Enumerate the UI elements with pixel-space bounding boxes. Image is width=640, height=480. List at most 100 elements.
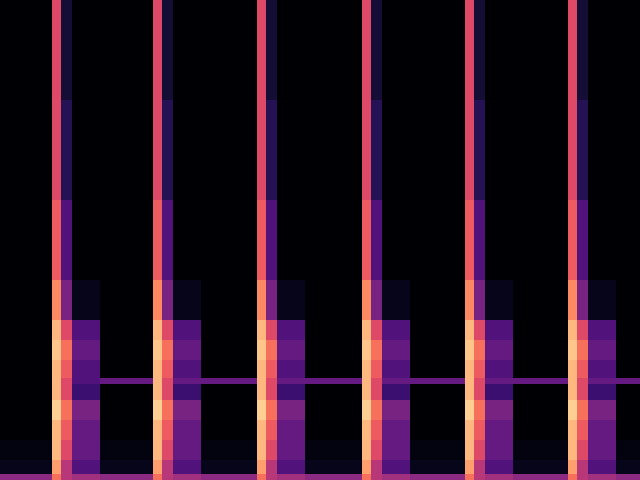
heatmap-cell [201,460,257,474]
heatmap-cell [465,200,474,280]
heatmap-cell [513,384,568,400]
heatmap-cell [100,280,153,320]
heatmap-cell [474,400,485,420]
heatmap-cell [616,420,640,440]
heatmap-cell [382,460,410,474]
heatmap-cell [410,0,465,100]
heatmap-cell [173,460,201,474]
heatmap-cell [153,360,162,378]
heatmap-cell [173,0,201,100]
heatmap-cell [616,360,640,378]
heatmap-cell [305,360,362,378]
heatmap-cell [201,474,257,480]
heatmap-cell [257,340,266,360]
heatmap-cell [305,420,362,440]
heatmap-cell [485,384,513,400]
heatmap-cell [72,420,100,440]
heatmap-cell [72,0,100,100]
heatmap-cell [162,320,173,340]
heatmap-cell [52,0,61,100]
heatmap-cell [382,340,410,360]
heatmap-cell [410,378,465,384]
heatmap-cell [382,474,410,480]
heatmap-cell [100,0,153,100]
heatmap-cell [371,378,382,384]
heatmap-cell [577,384,588,400]
heatmap-cell [201,340,257,360]
heatmap-cell [52,200,61,280]
heatmap-cell [588,378,616,384]
plot-background [0,0,640,480]
heatmap-cell [465,384,474,400]
heatmap-cell [616,200,640,280]
heatmap-cell [0,384,52,400]
heatmap-cell [382,440,410,460]
heatmap-cell [305,200,362,280]
heatmap-cell [513,340,568,360]
heatmap-cell [201,384,257,400]
heatmap-cell [465,280,474,320]
heatmap-cell [61,100,72,200]
heatmap-cell [588,320,616,340]
heatmap-cell [72,378,100,384]
heatmap-cell [305,0,362,100]
heatmap-cell [577,200,588,280]
heatmap-cell [485,440,513,460]
heatmap-cell [257,460,266,474]
heatmap-cell [410,384,465,400]
heatmap-cell [257,420,266,440]
heatmap-cell [52,280,61,320]
heatmap-cell [72,384,100,400]
heatmap-cell [162,0,173,100]
heatmap-cell [568,200,577,280]
heatmap-cell [485,378,513,384]
heatmap-cell [100,420,153,440]
heatmap-cell [162,280,173,320]
heatmap-cell [588,440,616,460]
heatmap-cell [277,378,305,384]
heatmap-cell [485,360,513,378]
heatmap-cell [72,400,100,420]
heatmap-cell [0,360,52,378]
heatmap-cell [465,0,474,100]
heatmap-cell [153,460,162,474]
heatmap-cell [410,280,465,320]
heatmap-cell [577,100,588,200]
heatmap-cell [568,474,577,480]
heatmap-cell [100,400,153,420]
heatmap-cell [266,200,277,280]
heatmap-cell [52,100,61,200]
heatmap-cell [568,420,577,440]
heatmap-cell [362,280,371,320]
heatmap-cell [173,420,201,440]
heatmap-cell [173,400,201,420]
heatmap-cell [266,400,277,420]
heatmap-cell [577,340,588,360]
heatmap-cell [61,0,72,100]
heatmap-cell [266,280,277,320]
heatmap-cell [577,320,588,340]
heatmap-cell [100,360,153,378]
heatmap-cell [382,0,410,100]
heatmap-cell [0,280,52,320]
heatmap-cell [257,320,266,340]
heatmap-cell [277,280,305,320]
heatmap-cell [577,378,588,384]
heatmap-cell [474,360,485,378]
heatmap-cell [465,420,474,440]
heatmap-cell [382,280,410,320]
heatmap-cell [52,460,61,474]
heatmap-cell [568,440,577,460]
heatmap-cell [305,378,362,384]
heatmap-cell [277,360,305,378]
heatmap-cell [568,460,577,474]
heatmap-cell [201,420,257,440]
heatmap-cell [465,440,474,460]
heatmap-cell [162,384,173,400]
heatmap-cell [257,400,266,420]
heatmap-cell [173,320,201,340]
heatmap-cell [577,0,588,100]
heatmap-cell [0,440,52,460]
heatmap-cell [61,378,72,384]
heatmap-cell [257,280,266,320]
